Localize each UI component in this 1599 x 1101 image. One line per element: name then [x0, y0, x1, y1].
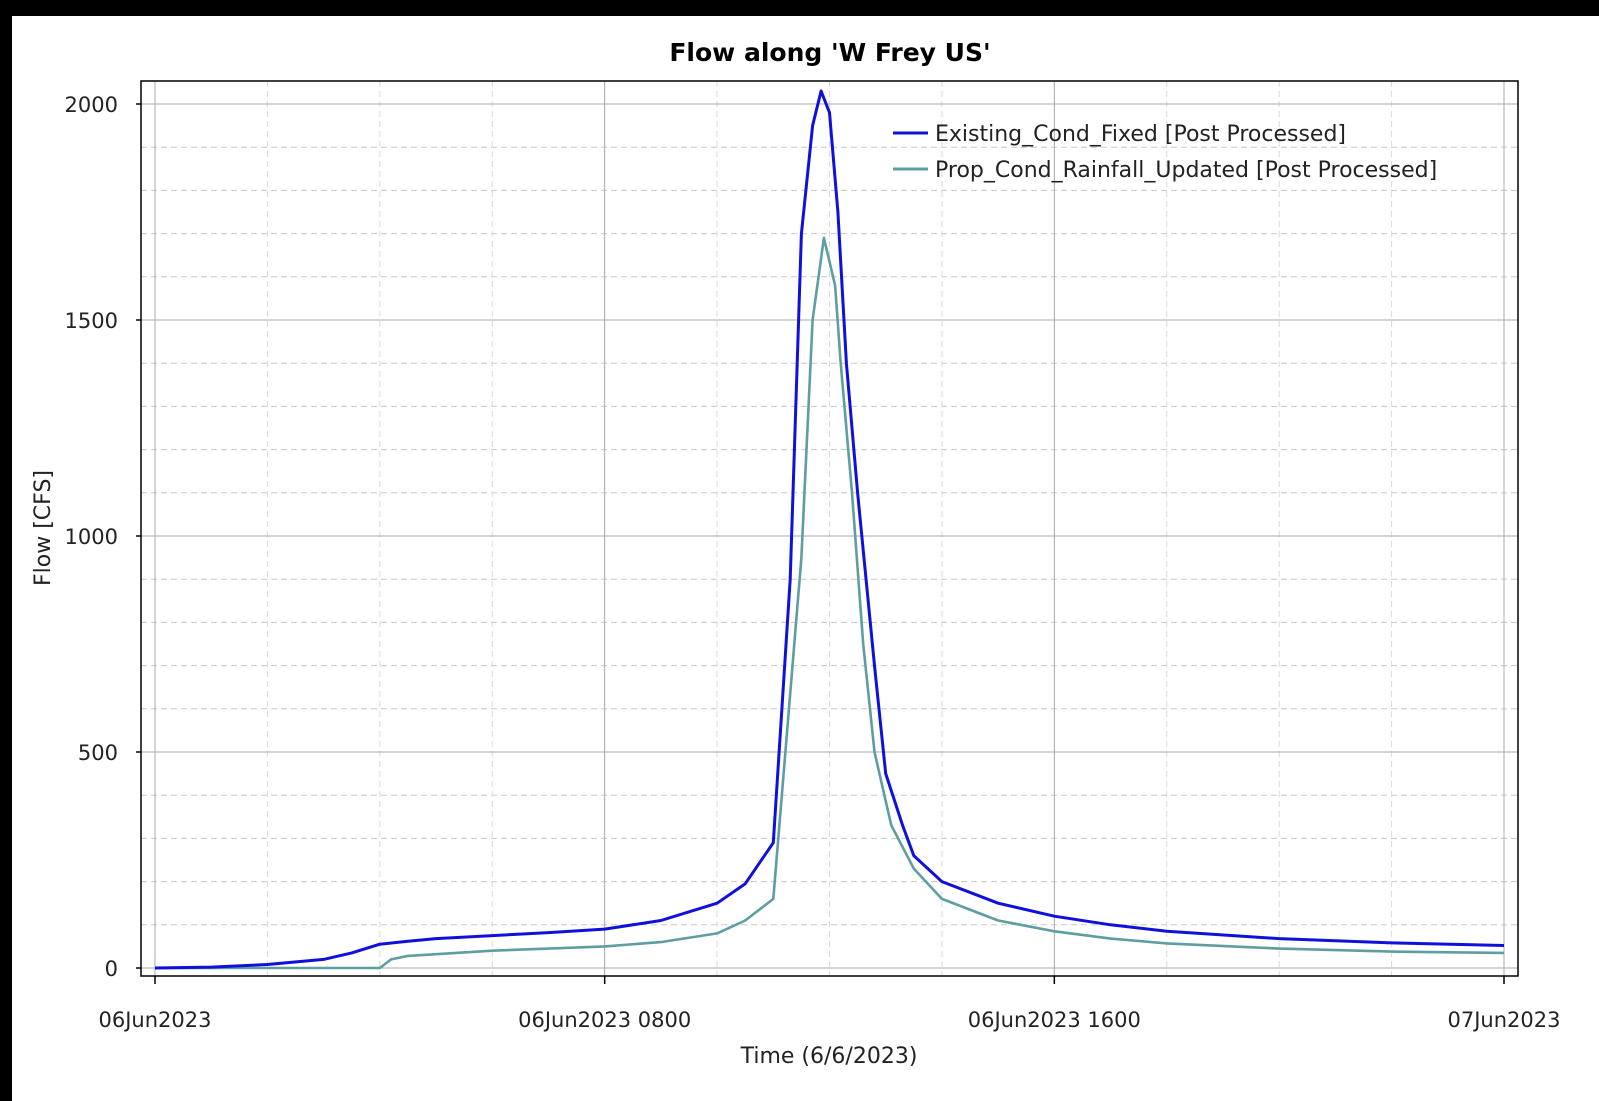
y-tick-label: 1500 [65, 309, 118, 333]
y-tick-label: 1000 [65, 525, 118, 549]
y-axis-label: Flow [CFS] [31, 470, 56, 586]
chart-title: Flow along 'W Frey US' [669, 38, 990, 67]
series-layer [154, 89, 1505, 970]
legend: Existing_Cond_Fixed [Post Processed] Prop… [893, 122, 1437, 183]
x-tick-label: 06Jun2023 0800 [518, 1008, 691, 1032]
legend-label-1: Existing_Cond_Fixed [Post Processed] [935, 122, 1346, 147]
plot-area-border [140, 80, 1519, 977]
y-tick-label: 500 [78, 741, 118, 765]
legend-label-2: Prop_Cond_Rainfall_Updated [Post Process… [935, 158, 1437, 183]
x-tick-label: 07Jun2023 [1448, 1008, 1561, 1032]
x-axis-label: Time (6/6/2023) [740, 1044, 918, 1069]
x-tick-label: 06Jun2023 1600 [968, 1008, 1141, 1032]
series-line-2 [155, 236, 1505, 970]
x-tick-label: 06Jun2023 [99, 1008, 212, 1032]
tick-layer: 0 500 1000 1500 2000 06Jun2023 06Jun2023 0800 0… [65, 93, 1561, 1032]
series-line-1 [154, 89, 1505, 970]
y-tick-label: 2000 [65, 93, 118, 117]
y-tick-label: 0 [105, 957, 118, 981]
